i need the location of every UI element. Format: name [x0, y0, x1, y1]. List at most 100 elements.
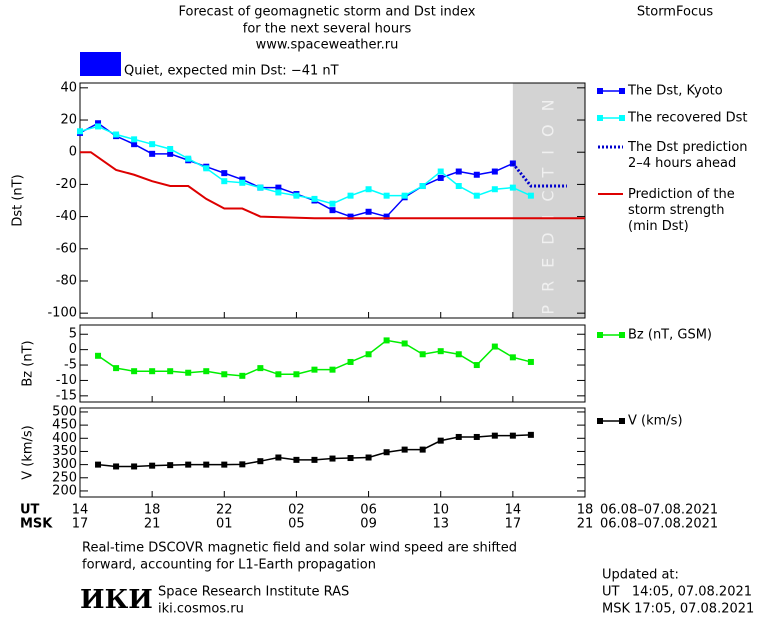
- point: [239, 176, 246, 183]
- legend-label: Bz (nT, GSM): [628, 328, 712, 343]
- point: [95, 120, 102, 127]
- series-line: [80, 151, 585, 220]
- point: [491, 432, 498, 439]
- y-tick-label: -20: [56, 177, 77, 192]
- point: [293, 371, 300, 378]
- point: [239, 372, 246, 379]
- point: [437, 174, 444, 181]
- point: [401, 446, 408, 453]
- point: [275, 189, 282, 196]
- legend-marker: [597, 332, 603, 338]
- series-line: [511, 162, 567, 188]
- point: [491, 343, 498, 350]
- point: [167, 145, 174, 152]
- x-tick-label: 02: [288, 503, 305, 518]
- x-tick-label: 21: [577, 517, 594, 532]
- x-tick-label: 18: [577, 503, 594, 518]
- point: [239, 461, 246, 468]
- point: [347, 213, 354, 220]
- point: [131, 136, 138, 143]
- point: [491, 168, 498, 175]
- point: [95, 461, 102, 468]
- point: [149, 150, 156, 157]
- point: [203, 165, 210, 172]
- point: [95, 123, 102, 130]
- legend-label: The Dst prediction 2–4 hours ahead: [627, 140, 748, 171]
- plot-frame: [79, 82, 586, 319]
- point: [221, 170, 228, 177]
- legend-marker: [619, 332, 625, 338]
- point: [149, 141, 156, 148]
- point: [419, 351, 426, 358]
- date-range: 06.08–07.08.2021: [600, 503, 718, 518]
- point: [185, 155, 192, 162]
- point: [167, 150, 174, 157]
- point: [473, 433, 480, 440]
- point: [455, 168, 462, 175]
- updated: UT 14:05, 07.08.2021: [602, 585, 752, 600]
- title: Forecast of geomagnetic storm and Dst in…: [178, 5, 475, 20]
- y-tick-label: 500: [52, 404, 77, 419]
- x-tick-label: 10: [432, 503, 449, 518]
- x-tick-label: 05: [288, 517, 305, 532]
- point: [527, 358, 534, 365]
- note: Real-time DSCOVR magnetic field and sola…: [82, 541, 517, 556]
- point: [329, 455, 336, 462]
- point: [383, 449, 390, 456]
- point: [437, 437, 444, 444]
- point: [311, 195, 318, 202]
- status-swatch: [80, 52, 121, 76]
- date-range: 06.08–07.08.2021: [600, 517, 718, 532]
- series-line: [79, 125, 532, 205]
- x-tick-label: 01: [216, 517, 233, 532]
- point: [473, 171, 480, 178]
- x-tick-label: 17: [72, 517, 89, 532]
- point: [347, 358, 354, 365]
- y-tick-label: -5: [64, 358, 77, 373]
- y-axis-label: Bz (nT): [21, 340, 36, 386]
- point: [383, 337, 390, 344]
- point: [113, 131, 120, 138]
- point: [437, 348, 444, 355]
- prediction-label: PREDICTION: [538, 86, 557, 314]
- y-tick-label: 300: [52, 457, 77, 472]
- point: [95, 352, 102, 359]
- title: for the next several hours: [243, 22, 412, 37]
- point: [275, 371, 282, 378]
- x-tick-label: 17: [505, 517, 522, 532]
- point: [383, 213, 390, 220]
- point: [527, 431, 534, 438]
- point: [275, 454, 282, 461]
- point: [293, 192, 300, 199]
- y-tick-label: -100: [47, 306, 77, 321]
- point: [131, 368, 138, 375]
- point: [149, 368, 156, 375]
- y-tick-label: -10: [56, 373, 77, 388]
- point: [257, 365, 264, 372]
- point: [455, 183, 462, 190]
- point: [167, 462, 174, 469]
- point: [203, 461, 210, 468]
- time-row-name: UT: [20, 503, 40, 518]
- point: [221, 461, 228, 468]
- x-tick-label: 09: [360, 517, 377, 532]
- y-axis-label: V (km/s): [21, 425, 36, 480]
- point: [491, 186, 498, 193]
- point: [77, 128, 83, 135]
- updated: Updated at:: [602, 568, 679, 583]
- legend-marker: [597, 115, 603, 121]
- point: [113, 365, 120, 372]
- x-tick-label: 14: [505, 503, 522, 518]
- legend-marker: [619, 115, 625, 121]
- point: [365, 186, 372, 193]
- point: [221, 371, 228, 378]
- plot-frame: [79, 324, 586, 403]
- status: Quiet, expected min Dst: −41 nT: [124, 64, 339, 79]
- y-tick-label: 350: [52, 444, 77, 459]
- point: [131, 141, 138, 148]
- point: [257, 184, 264, 191]
- y-tick-label: -80: [56, 273, 77, 288]
- logo: ИКИ: [80, 585, 153, 615]
- y-tick-label: 400: [52, 431, 77, 446]
- point: [383, 192, 390, 199]
